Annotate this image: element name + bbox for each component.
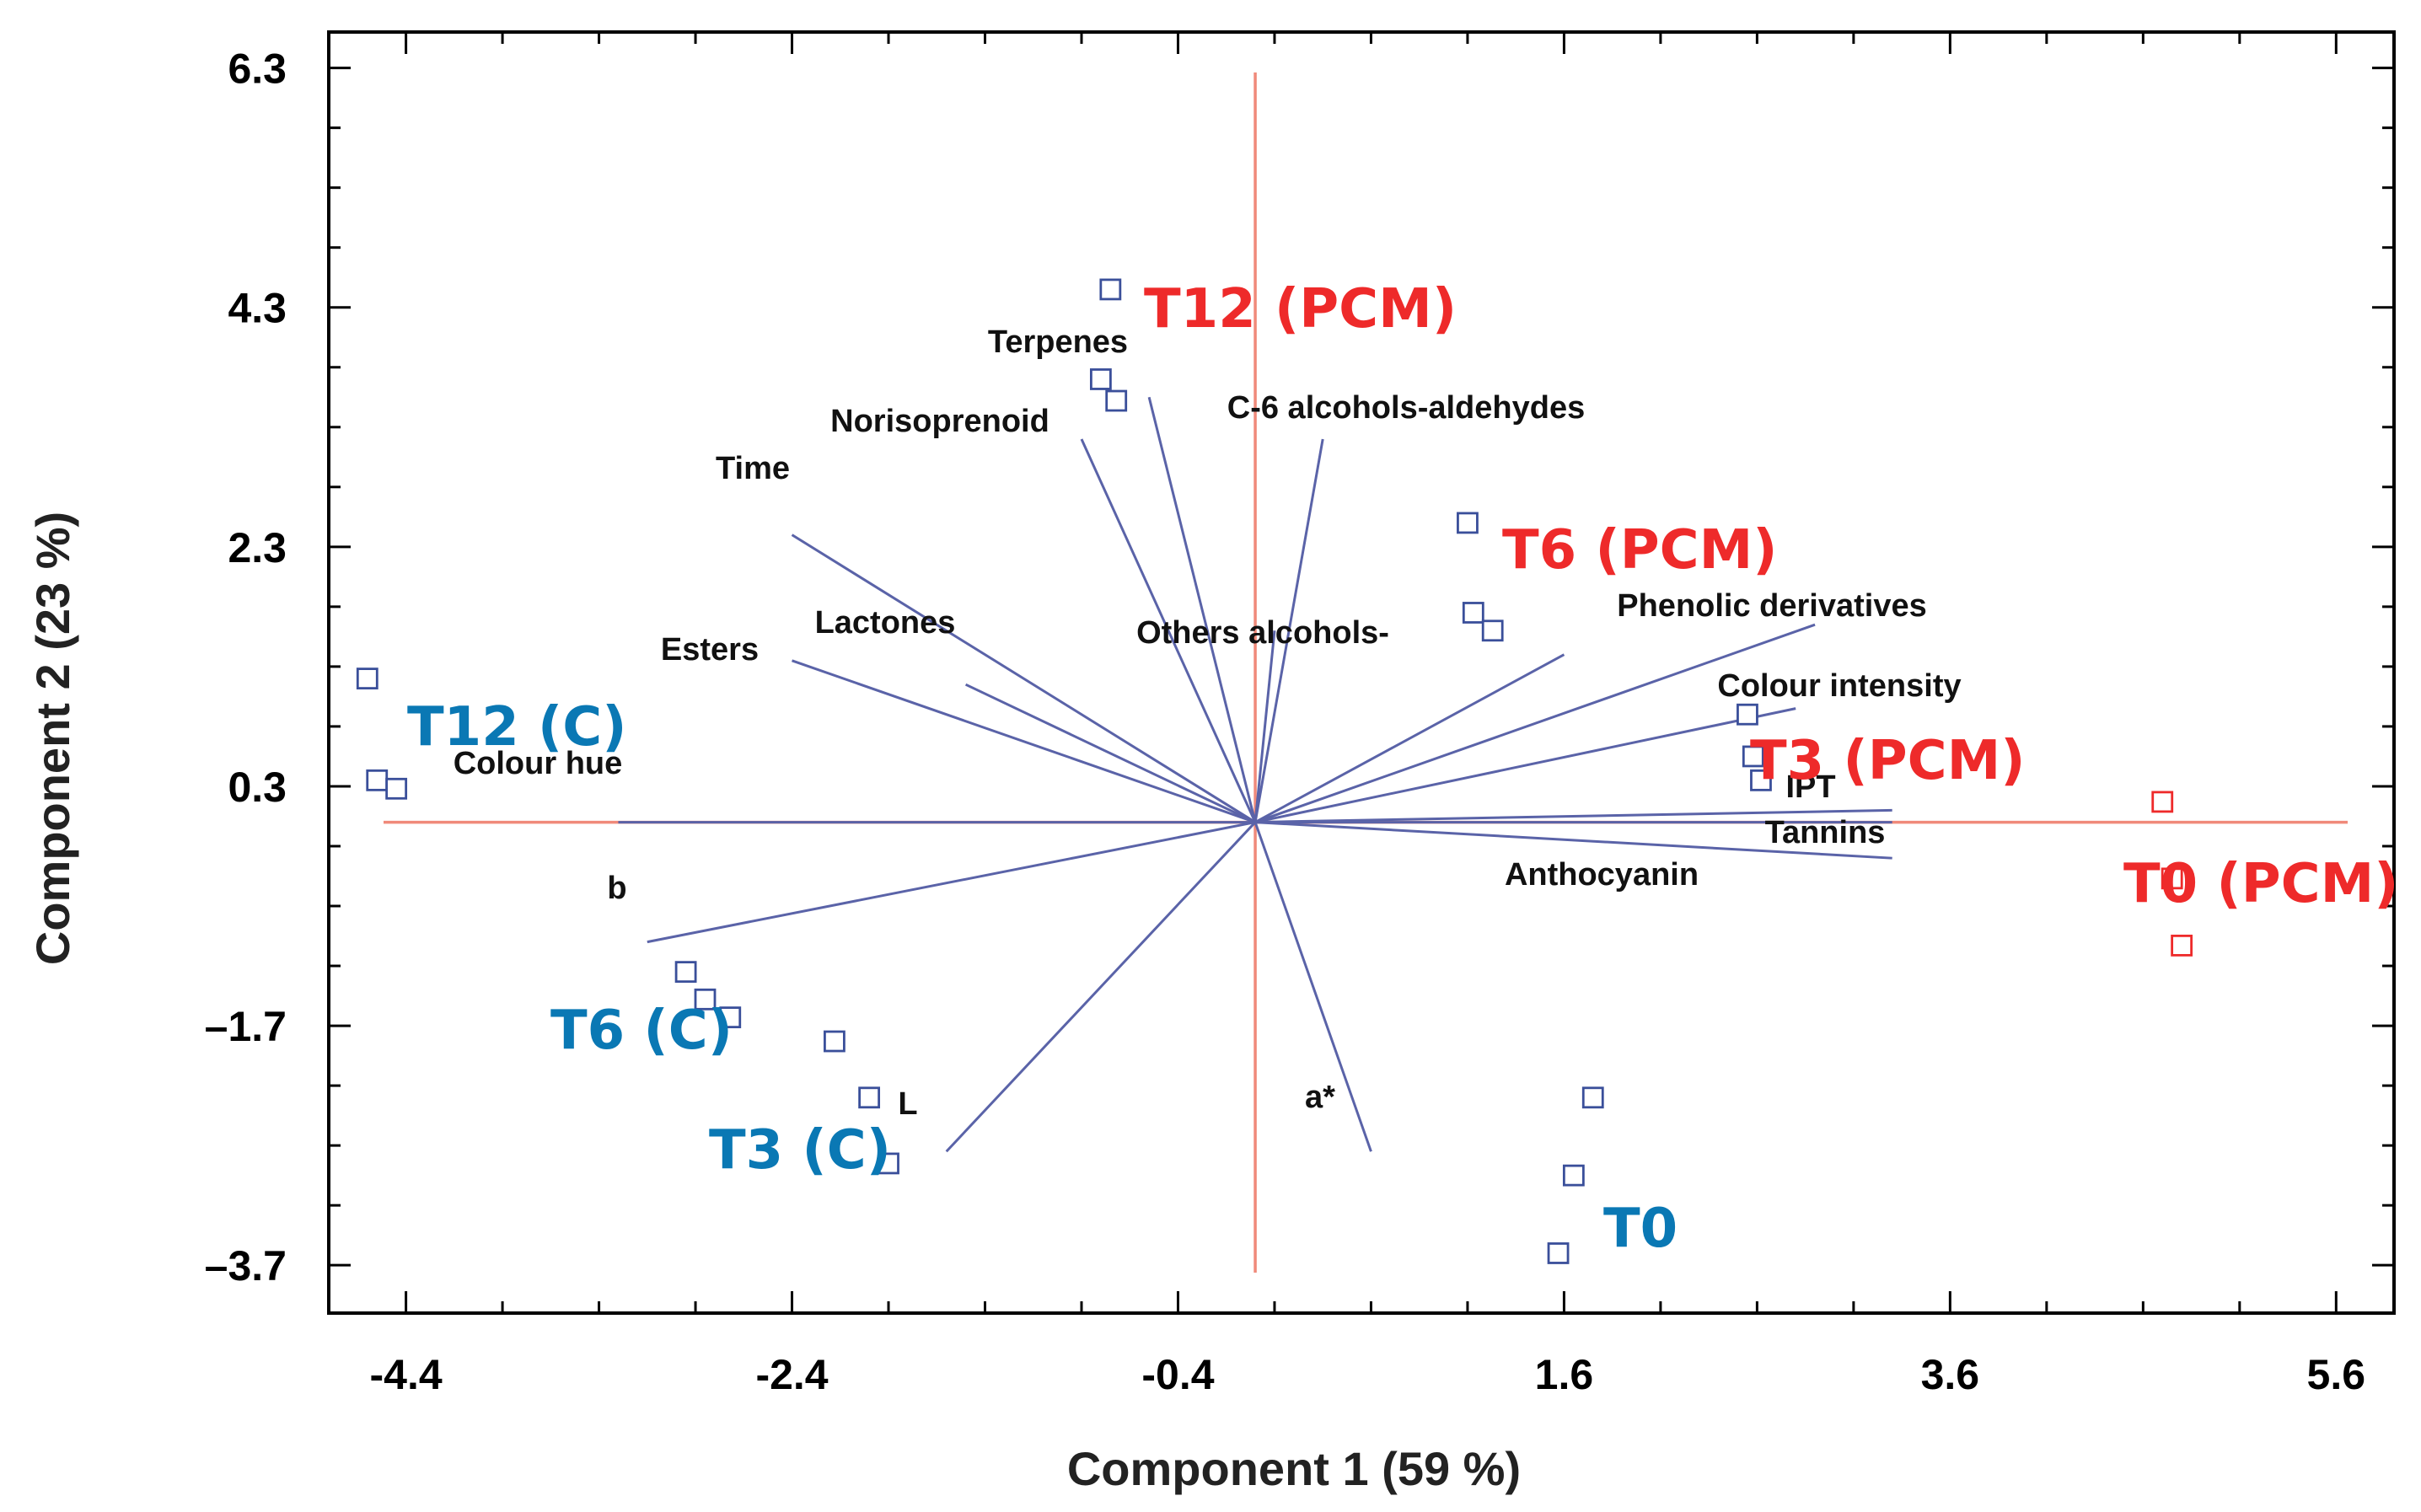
point-t12-c [356, 668, 378, 690]
point-t12-pcm [1099, 278, 1122, 301]
vector-time [791, 533, 1256, 823]
vector-l [945, 821, 1257, 1153]
point-t3-pcm [1737, 703, 1758, 726]
y-tick-label: 6.3 [228, 46, 287, 93]
y-tick-label: 2.3 [228, 524, 287, 571]
point-t12-c [366, 769, 389, 791]
vector-label-phenolic-derivatives: Phenolic derivatives [1617, 588, 1927, 624]
group-label-t3-pcm: T3 (PCM) [1750, 730, 2026, 792]
point-t0 [1581, 1086, 1604, 1109]
vector-c-6-alcohols-aldehydes [1253, 438, 1324, 823]
point-t3-c [824, 1030, 845, 1053]
axis-ticks: -4.4 -2.4 -0.4 1.6 3.6 5.6 6.3 4.3 2.3 0.3 –1.7 –3.… [205, 32, 2394, 1398]
point-t0-pcm [2161, 867, 2183, 890]
x-tick-label: -4.4 [370, 1351, 443, 1398]
vector-tannins [1254, 821, 1892, 860]
point-t3-pcm [1742, 745, 1764, 768]
vector-label-time: Time [716, 451, 790, 486]
group-label-t12-pcm: T12 (PCM) [1144, 278, 1457, 340]
x-axis-title: Component 1 (59 %) [1067, 1442, 1521, 1495]
vector-label-a: a* [1305, 1080, 1335, 1115]
group-label-t0: T0 [1603, 1198, 1678, 1260]
vector-others-alcohols [1253, 630, 1276, 823]
vector-label-anthocyanin: Anthocyanin [1505, 857, 1699, 893]
x-tick-label: -0.4 [1141, 1351, 1214, 1398]
vector-label-terpenes: Terpenes [988, 324, 1128, 360]
y-tick-label: –3.7 [205, 1242, 287, 1289]
vector-label-b: b [607, 871, 626, 906]
loading-vectors [618, 396, 1892, 1153]
vector-colour-intensity [1254, 707, 1796, 824]
x-tick-label: 3.6 [1921, 1351, 1980, 1398]
vector-b [647, 821, 1256, 944]
vector-label-ipt: IPT [1785, 769, 1835, 805]
point-t6-c [674, 961, 697, 984]
point-t0-pcm [2151, 791, 2174, 813]
plot-frame [327, 30, 2396, 1315]
vector-label-l: L [898, 1086, 917, 1122]
point-t0-pcm [2171, 934, 2193, 957]
point-t3-c [858, 1086, 881, 1109]
x-tick-label: 1.6 [1535, 1351, 1594, 1398]
point-t12-c [385, 777, 408, 800]
vector-norisoprenoid [1080, 438, 1257, 823]
vector-label-esters: Esters [661, 632, 759, 668]
group-label-t6-c: T6 (C) [550, 1000, 733, 1062]
vector-esters [792, 659, 1256, 823]
vector-label-others-alcohols: Others alcohols- [1136, 615, 1389, 651]
vector-label-lactones: Lactones [815, 605, 956, 641]
point-t3-pcm [1750, 769, 1772, 791]
group-label-t3-c: T3 (C) [709, 1119, 891, 1182]
vector-phenolic-short [1254, 653, 1565, 823]
score-points [356, 278, 2193, 1264]
vector-label-norisoprenoid: Norisoprenoid [830, 404, 1049, 439]
y-axis-title: Component 2 (23 %) [26, 512, 79, 965]
y-tick-label: 4.3 [228, 285, 287, 332]
point-t6-c [719, 1006, 742, 1029]
vector-a [1253, 822, 1372, 1152]
y-tick-label: –1.7 [205, 1003, 287, 1050]
vector-label-colour-hue: Colour hue [454, 746, 623, 781]
vector-phenolic-derivatives [1254, 623, 1816, 823]
vector-label-tannins: Tannins [1765, 815, 1886, 850]
point-t12-pcm [1105, 389, 1128, 412]
vector-ipt [1255, 808, 1892, 824]
x-tick-label: -2.4 [755, 1351, 828, 1398]
vector-lactones [964, 683, 1256, 823]
point-t0 [1547, 1242, 1570, 1264]
point-t12-pcm [1089, 368, 1112, 390]
point-t6-pcm [1457, 512, 1479, 534]
point-t6-pcm [1481, 619, 1504, 642]
y-tick-label: 0.3 [228, 764, 287, 811]
annotation-labels: Terpenes Norisoprenoid C-6 alcohols-aldehy… [407, 278, 2399, 1260]
group-label-t12-c: T12 (C) [407, 696, 626, 759]
point-t6-c [694, 988, 717, 1011]
group-label-t6-pcm: T6 (PCM) [1502, 519, 1778, 582]
vector-terpenes [1147, 396, 1257, 823]
point-t6-pcm [1462, 602, 1484, 624]
point-t3-c [878, 1152, 899, 1175]
group-label-t0-pcm: T0 (PCM) [2123, 853, 2399, 915]
point-t0 [1562, 1164, 1585, 1187]
x-tick-label: 5.6 [2307, 1351, 2366, 1398]
vector-label-colour-intensity: Colour intensity [1717, 668, 1961, 704]
vector-label-c-6-alcohols-aldehydes: C-6 alcohols-aldehydes [1227, 390, 1585, 426]
